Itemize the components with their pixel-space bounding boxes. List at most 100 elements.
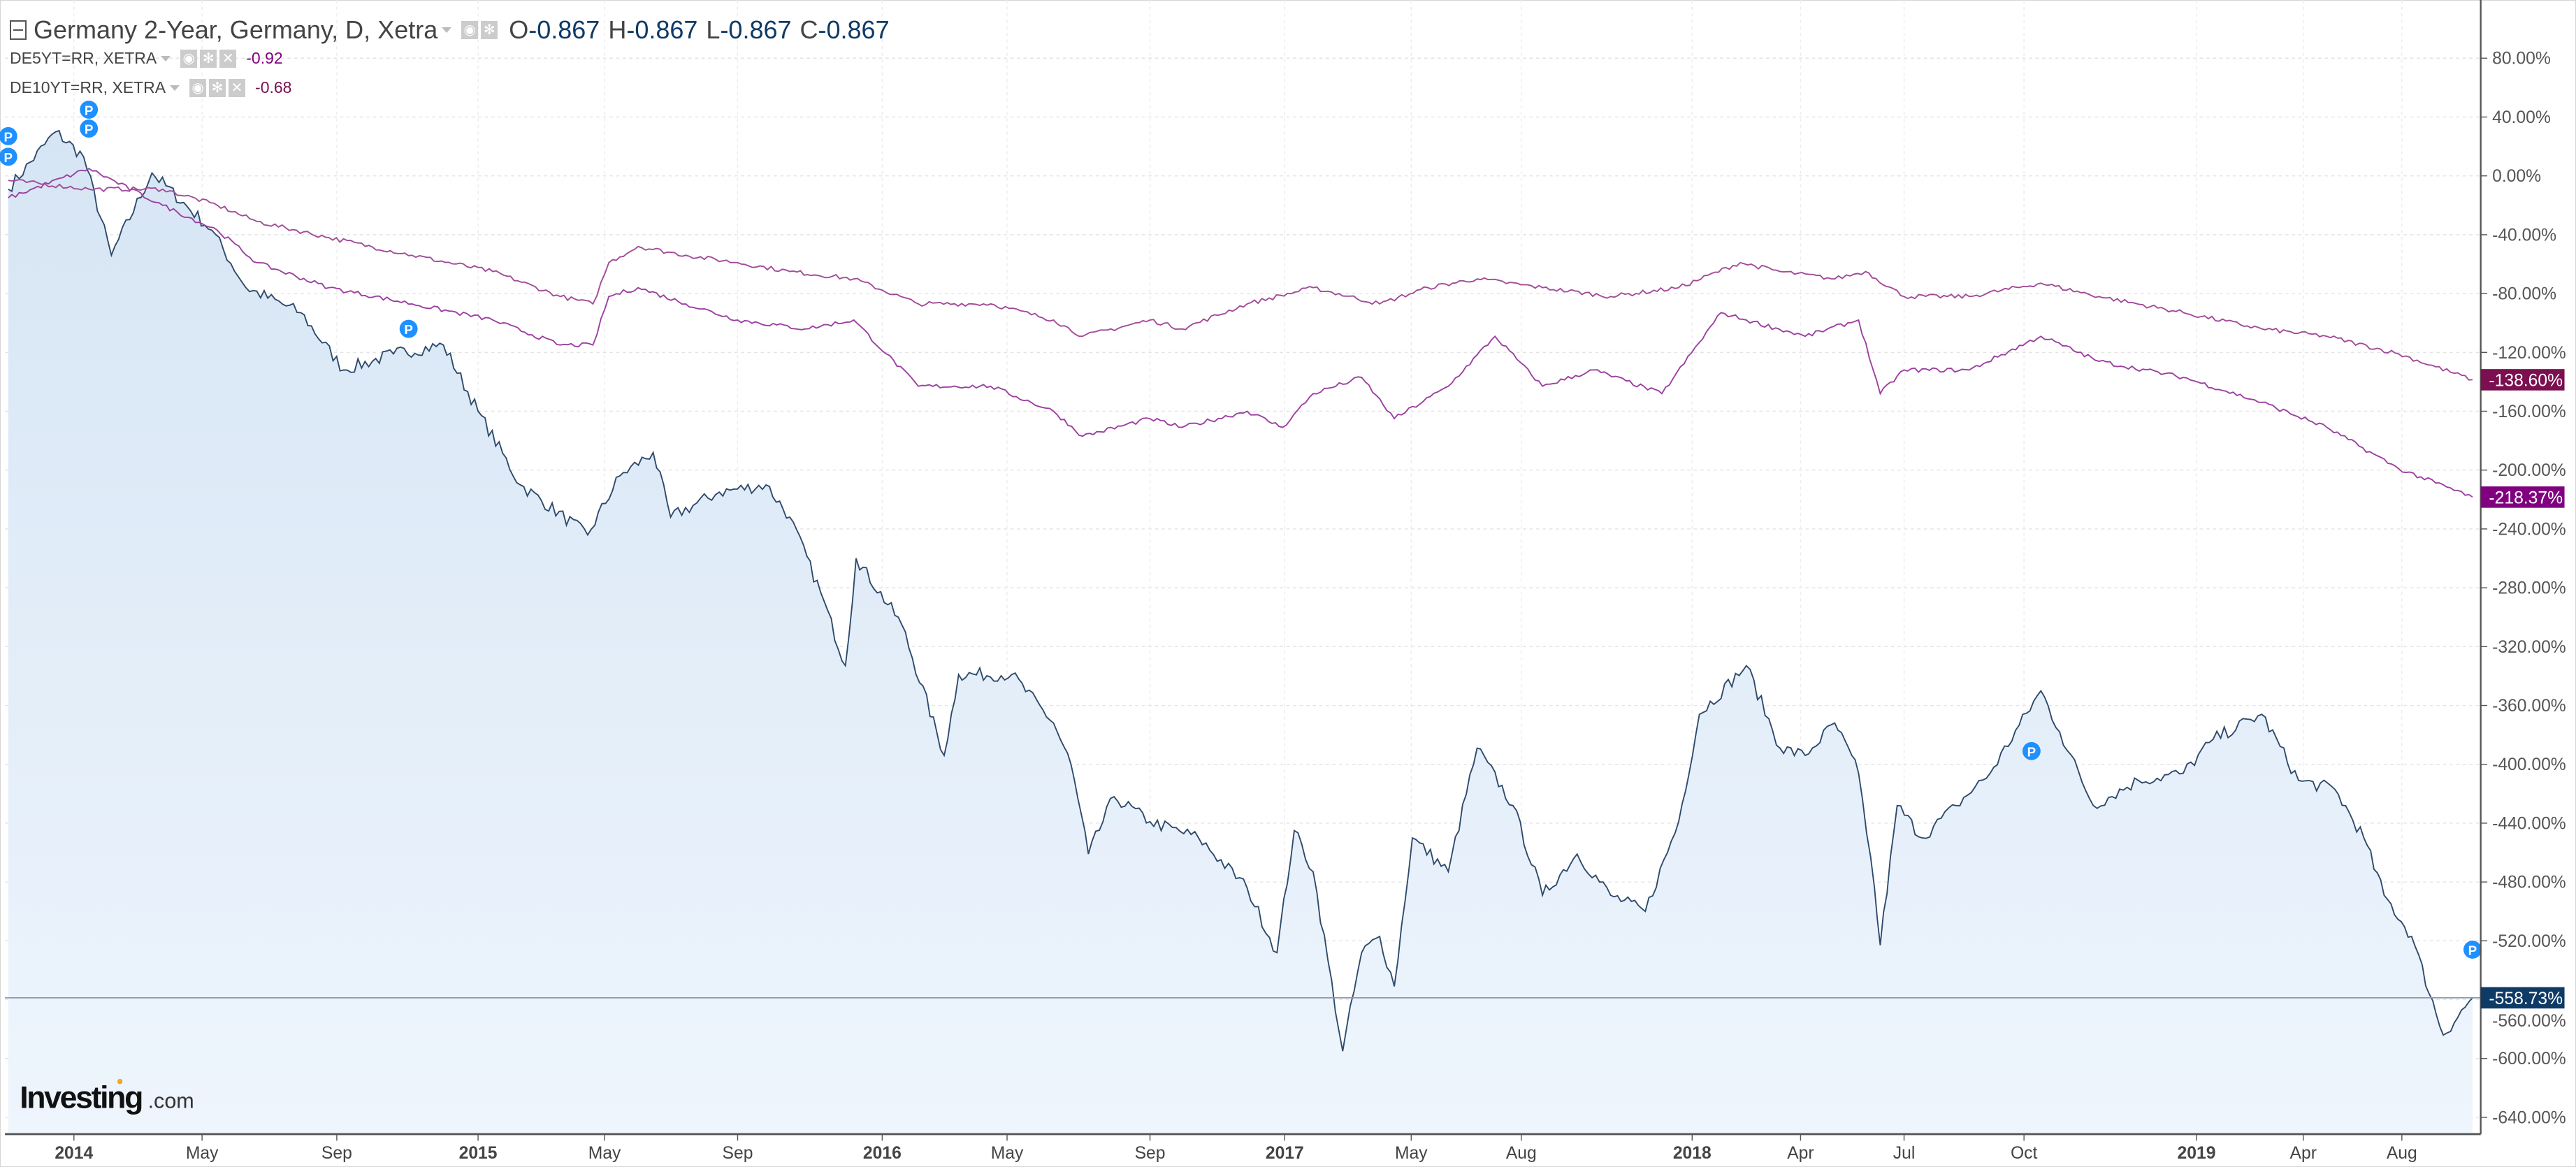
y-tick-label: -440.00% — [2492, 814, 2566, 833]
series-line — [8, 167, 2473, 498]
overlay-legend-de5yt: DE5YT=RR, XETRA ◉ ✻ ✕ -0.92 — [10, 49, 283, 68]
close-icon[interactable]: ✕ — [219, 49, 237, 68]
x-tick-label: Sep — [723, 1144, 753, 1163]
overlay-value: -0.68 — [255, 78, 292, 96]
logo-dot — [117, 1078, 123, 1085]
last-value-badge — [2480, 987, 2565, 1009]
main-title: Germany 2-Year, Germany, D, Xetra — [34, 15, 438, 44]
x-tick-label: 2016 — [863, 1144, 902, 1163]
series-layer — [5, 129, 2481, 1134]
close-icon[interactable]: ✕ — [229, 78, 246, 97]
x-tick-label: 2015 — [459, 1144, 498, 1163]
ohlc-low: L-0.867 — [706, 15, 792, 44]
x-tick-label: Sep — [321, 1144, 352, 1163]
last-value-label: -138.60% — [2489, 371, 2563, 390]
x-tick-label: 2017 — [1266, 1144, 1304, 1163]
last-value-badge — [2480, 486, 2565, 508]
gear-icon[interactable]: ✻ — [209, 78, 226, 97]
y-tick-label: -160.00% — [2492, 403, 2566, 421]
x-tick-label: May — [991, 1144, 1024, 1163]
y-tick-label: -120.00% — [2492, 344, 2566, 363]
last-value-label: -218.37% — [2489, 488, 2563, 507]
marker-circle-icon — [2463, 941, 2482, 959]
ohlc-high: H-0.867 — [608, 15, 698, 44]
overlay-name: DE5YT=RR, XETRA — [10, 49, 157, 67]
x-tick-label: 2018 — [1673, 1144, 1712, 1163]
y-tick-label: -80.00% — [2492, 285, 2556, 304]
marker-label: P — [2468, 943, 2477, 958]
y-tick-label: -520.00% — [2492, 932, 2566, 951]
x-tick-label: Apr — [2290, 1144, 2317, 1163]
y-tick-label: -560.00% — [2492, 1012, 2566, 1031]
caret-down-icon[interactable] — [442, 27, 452, 33]
marker-circle-icon — [80, 101, 99, 119]
overlay-value: -0.92 — [246, 49, 283, 67]
x-tick-label: May — [1395, 1144, 1428, 1163]
logo-suffix: .com — [148, 1089, 194, 1112]
y-tick-label: -640.00% — [2492, 1108, 2566, 1127]
x-tick-label: 2019 — [2178, 1144, 2216, 1163]
marker-circle-icon — [0, 126, 17, 145]
marker-circle-icon — [399, 319, 418, 338]
y-tick-label: -40.00% — [2492, 226, 2556, 245]
collapse-icon[interactable] — [10, 20, 27, 40]
y-tick-label: -240.00% — [2492, 520, 2566, 539]
y-tick-label: -480.00% — [2492, 874, 2566, 892]
y-tick-label: -280.00% — [2492, 579, 2566, 598]
x-tick-label: May — [186, 1144, 219, 1163]
event-marker[interactable]: P — [80, 119, 99, 138]
visibility-icon[interactable]: ◉ — [461, 21, 479, 39]
y-tick-label: -360.00% — [2492, 697, 2566, 716]
x-tick-label: 2014 — [55, 1144, 93, 1163]
ohlc-open: O-0.867 — [509, 15, 600, 44]
series-line — [8, 129, 2473, 1052]
marker-label: P — [404, 322, 413, 337]
gear-icon[interactable]: ✻ — [200, 49, 217, 68]
marker-label: P — [85, 103, 94, 117]
x-tick-label: Apr — [1787, 1144, 1814, 1163]
series-area-fill — [8, 130, 2473, 1134]
main-legend: Germany 2-Year, Germany, D, Xetra ◉ ✻ O-… — [10, 15, 890, 45]
event-marker[interactable]: P — [2463, 941, 2482, 959]
x-tick-label: May — [588, 1144, 621, 1163]
marker-label: P — [3, 129, 13, 144]
overlay-legend-de10yt: DE10YT=RR, XETRA ◉ ✻ ✕ -0.68 — [10, 78, 291, 97]
investing-logo: Investing .com — [20, 1078, 194, 1115]
x-tick-label: Sep — [1135, 1144, 1166, 1163]
marker-circle-icon — [2022, 741, 2041, 760]
marker-label: P — [2027, 744, 2036, 759]
y-tick-label: 0.00% — [2492, 167, 2541, 186]
event-marker[interactable]: P — [0, 147, 17, 166]
caret-down-icon[interactable] — [161, 55, 171, 61]
event-marker[interactable]: P — [80, 101, 99, 119]
gear-icon[interactable]: ✻ — [481, 21, 498, 39]
x-tick-label: Aug — [2387, 1144, 2417, 1163]
event-marker[interactable]: P — [0, 126, 17, 145]
marker-label: P — [3, 150, 13, 165]
overlay-name: DE10YT=RR, XETRA — [10, 78, 166, 96]
gridlines — [5, 0, 2481, 1134]
y-tick-label: -320.00% — [2492, 638, 2566, 657]
ohlc-close: C-0.867 — [799, 15, 890, 44]
x-tick-label: Aug — [1506, 1144, 1537, 1163]
series-line — [8, 179, 2473, 381]
y-tick-label: -600.00% — [2492, 1050, 2566, 1068]
marker-circle-icon — [0, 147, 17, 166]
marker-label: P — [85, 122, 94, 137]
x-axis[interactable]: 2014 May Sep 2015 May Sep 2016 May Sep 2017 May Aug… — [5, 1133, 2481, 1163]
last-value-label: -558.73% — [2489, 990, 2563, 1008]
y-tick-label: 40.00% — [2492, 108, 2551, 127]
marker-circle-icon — [80, 119, 99, 138]
caret-down-icon[interactable] — [170, 85, 180, 91]
visibility-icon[interactable]: ◉ — [180, 49, 198, 68]
x-tick-label: Oct — [2011, 1144, 2038, 1163]
y-axis[interactable]: 80.00% 40.00% 0.00% -40.00% -80.00% -120.00% -… — [2480, 0, 2566, 1134]
y-tick-label: -400.00% — [2492, 755, 2566, 774]
y-tick-label: -200.00% — [2492, 461, 2566, 480]
event-marker[interactable]: P — [2022, 741, 2041, 760]
event-marker[interactable]: P — [399, 319, 418, 338]
visibility-icon[interactable]: ◉ — [189, 78, 207, 97]
y-tick-label: 80.00% — [2492, 50, 2551, 68]
